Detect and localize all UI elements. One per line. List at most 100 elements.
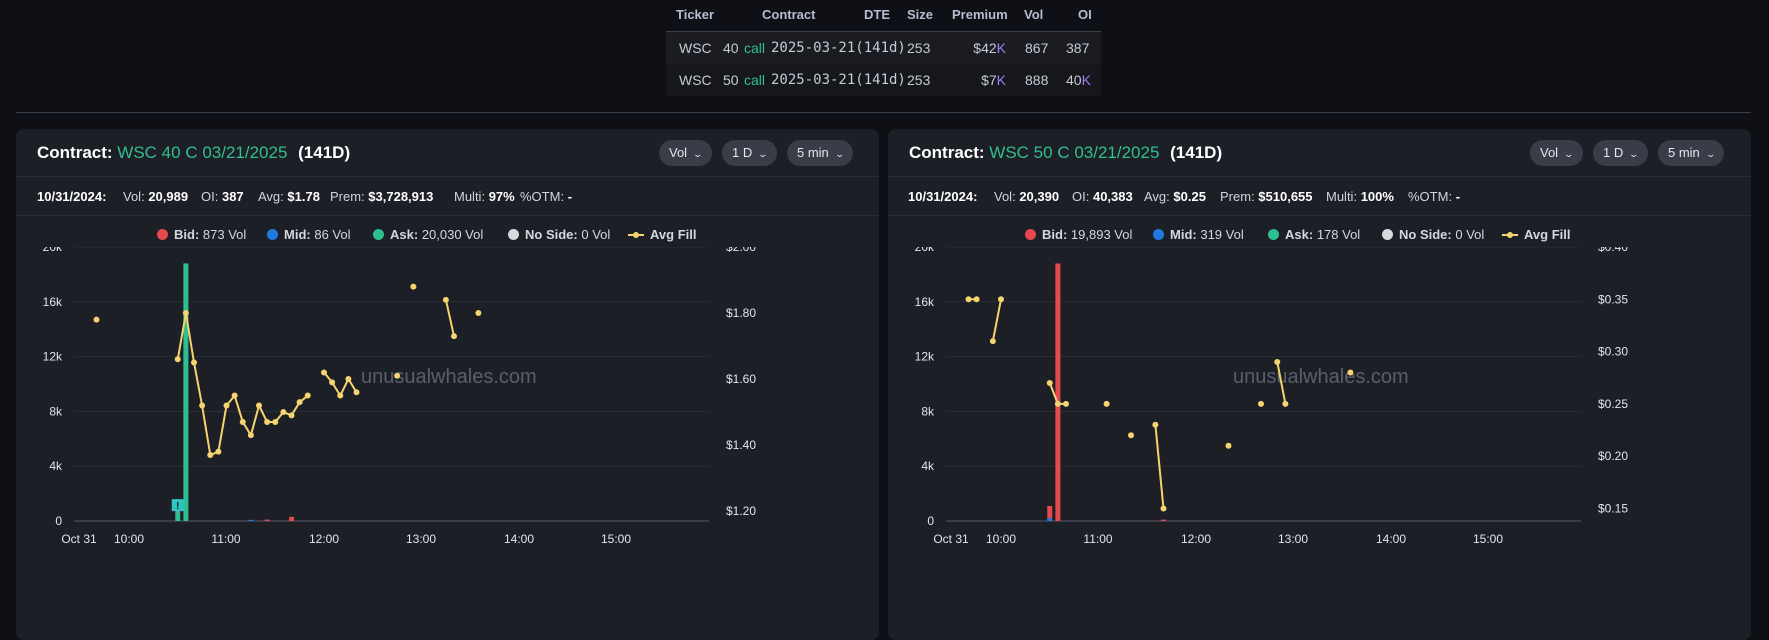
legend-mid[interactable]: Mid: 86 Vol xyxy=(267,227,351,242)
stats-prem: Prem: $3,728,913 xyxy=(330,189,434,204)
interval-dropdown[interactable]: 5 min ⌄ xyxy=(1658,140,1725,166)
legend-bid[interactable]: Bid: 873 Vol xyxy=(157,227,246,242)
premium-unit: K xyxy=(996,40,1006,56)
ask-dot-icon xyxy=(1268,229,1279,240)
avg-fill-point xyxy=(1160,505,1167,512)
col-oi[interactable]: OI xyxy=(1078,7,1092,22)
x-tick-label: 13:00 xyxy=(1278,532,1308,546)
legend-ask[interactable]: Ask: 178 Vol xyxy=(1268,227,1360,242)
avg-fill-point xyxy=(1347,369,1354,376)
range-dropdown[interactable]: 1 D ⌄ xyxy=(1593,140,1648,166)
stats-avg: Avg: $1.78 xyxy=(258,189,320,204)
stats-avg: Avg: $0.25 xyxy=(1144,189,1206,204)
chart-legend: Bid: 873 Vol Mid: 86 Vol Ask: 20,030 Vol… xyxy=(16,227,879,247)
legend-ask[interactable]: Ask: 20,030 Vol xyxy=(373,227,483,242)
legend-avg-fill[interactable]: Avg Fill xyxy=(628,227,696,242)
avg-fill-line xyxy=(323,371,358,398)
bid-dot-icon xyxy=(157,229,168,240)
contract-name[interactable]: WSC 50 C 03/21/2025 xyxy=(989,143,1160,162)
avg-fill-point xyxy=(247,432,254,439)
x-tick-label: 10:00 xyxy=(986,532,1016,546)
cell-dte: 2025-03-21(141d) xyxy=(771,72,906,88)
avg-fill-point xyxy=(345,376,352,383)
metric-dropdown[interactable]: Vol ⌄ xyxy=(659,140,712,166)
contract-name[interactable]: WSC 40 C 03/21/2025 xyxy=(117,143,288,162)
watermark: unusualwhales.com xyxy=(1233,366,1409,388)
avg-fill-point xyxy=(329,379,336,386)
chevron-down-icon: ⌄ xyxy=(1705,149,1716,159)
range-dropdown[interactable]: 1 D ⌄ xyxy=(722,140,777,166)
stats-oi: OI: 40,383 xyxy=(1072,189,1133,204)
avg-fill-point xyxy=(973,296,980,303)
avg-fill-point xyxy=(264,418,271,425)
avg-fill-line xyxy=(991,299,1002,342)
cell-type: call xyxy=(744,72,766,88)
table-row[interactable]: WSC 50 call 2025-03-21(141d) 253 $7K 888… xyxy=(666,64,1101,96)
avg-fill-point xyxy=(1258,400,1264,407)
bid-dot-icon xyxy=(1025,229,1036,240)
col-premium[interactable]: Premium xyxy=(952,7,1008,22)
avg-fill-point xyxy=(304,392,311,399)
volume-bar-mid xyxy=(1047,518,1053,521)
panel-header: Contract: WSC 50 C 03/21/2025 (141D) Vol… xyxy=(888,129,1751,177)
interval-dropdown[interactable]: 5 min ⌄ xyxy=(787,140,854,166)
avg-fill-point xyxy=(199,402,206,409)
premium-unit: K xyxy=(996,72,1006,88)
volume-bar-ask xyxy=(175,512,181,521)
y-right-tick-label: $0.30 xyxy=(1598,345,1628,359)
col-vol[interactable]: Vol xyxy=(1024,7,1044,22)
avg-fill-point xyxy=(1274,359,1281,366)
ask-dot-icon xyxy=(373,229,384,240)
legend-no-side[interactable]: No Side: 0 Vol xyxy=(1382,227,1484,242)
trades-table-header: Ticker Contract DTE Size Premium Vol OI xyxy=(666,0,1101,32)
avg-fill-point xyxy=(288,412,295,419)
y-left-tick-label: 16k xyxy=(43,295,63,309)
y-right-tick-label: $1.40 xyxy=(726,438,756,452)
y-left-tick-label: 12k xyxy=(43,350,63,364)
table-row[interactable]: WSC 40 call 2025-03-21(141d) 253 $42K 86… xyxy=(666,32,1101,64)
stats-multi: Multi: 100% xyxy=(1326,189,1394,204)
metric-dropdown-value: Vol xyxy=(669,145,688,160)
avg-fill-point xyxy=(239,418,246,425)
avg-fill-point xyxy=(174,356,181,363)
avg-fill-point xyxy=(989,338,996,345)
avg-fill-line-icon xyxy=(628,232,644,238)
y-right-tick-label: $0.15 xyxy=(1598,501,1628,515)
legend-avg-fill[interactable]: Avg Fill xyxy=(1502,227,1570,242)
y-left-tick-label: 4k xyxy=(49,459,63,473)
stats-date: 10/31/2024: xyxy=(37,189,107,204)
stats-bar: 10/31/2024: Vol: 20,989 OI: 387 Avg: $1.… xyxy=(16,177,879,216)
chevron-down-icon: ⌄ xyxy=(1628,149,1640,159)
y-left-tick-label: 12k xyxy=(915,350,935,364)
cell-oi: 40K xyxy=(1066,72,1091,88)
stats-vol: Vol: 20,989 xyxy=(123,189,189,204)
y-right-tick-label: $0.40 xyxy=(1598,247,1628,254)
chart-legend: Bid: 19,893 Vol Mid: 319 Vol Ask: 178 Vo… xyxy=(888,227,1751,247)
contract-chart-panel-40c: Contract: WSC 40 C 03/21/2025 (141D) Vol… xyxy=(16,129,879,640)
volume-avgfill-chart: unusualwhales.com 0 4k 8k 12k 16k 20k $0.15 $0.2… xyxy=(915,247,1628,546)
metric-dropdown[interactable]: Vol ⌄ xyxy=(1530,140,1583,166)
legend-no-side[interactable]: No Side: 0 Vol xyxy=(508,227,610,242)
legend-mid[interactable]: Mid: 319 Vol xyxy=(1153,227,1244,242)
cell-premium: $42K xyxy=(973,40,1006,56)
col-ticker[interactable]: Ticker xyxy=(676,7,715,22)
col-contract[interactable]: Contract xyxy=(762,7,816,22)
no-side-dot-icon xyxy=(508,229,519,240)
legend-bid[interactable]: Bid: 19,893 Vol xyxy=(1025,227,1132,242)
y-left-tick-label: 8k xyxy=(49,404,63,418)
cell-size: 253 xyxy=(907,72,931,88)
cell-strike: 40 xyxy=(723,40,739,56)
col-size[interactable]: Size xyxy=(907,7,934,22)
x-tick-label: 11:00 xyxy=(211,532,240,546)
col-dte[interactable]: DTE xyxy=(864,7,890,22)
chevron-down-icon: ⌄ xyxy=(834,149,845,159)
watermark: unusualwhales.com xyxy=(361,366,537,388)
y-right-tick-label: $0.20 xyxy=(1598,449,1628,463)
contract-chart-panel-50c: Contract: WSC 50 C 03/21/2025 (141D) Vol… xyxy=(888,129,1751,640)
avg-fill-point xyxy=(998,296,1004,303)
volume-avgfill-chart: unusualwhales.com 0 4k 8k 12k 16k 20k $1.20 $1.4… xyxy=(43,247,756,546)
volume-bar-mid xyxy=(248,519,254,521)
avg-fill-point xyxy=(207,451,214,458)
range-dropdown-value: 1 D xyxy=(732,145,753,160)
avg-fill-point xyxy=(1046,379,1053,386)
